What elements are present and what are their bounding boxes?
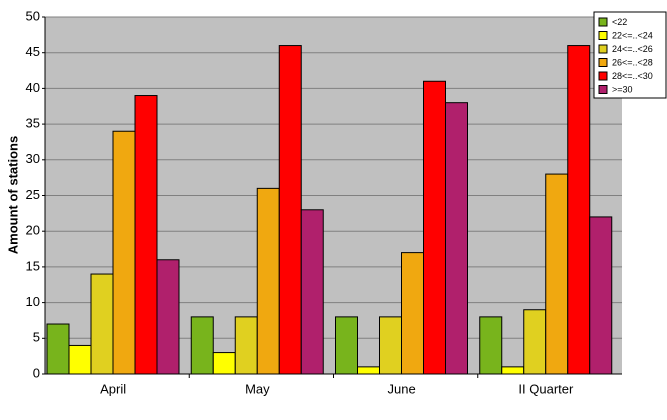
legend-label: 22<=..<24 [612, 30, 653, 40]
legend-label: 26<=..<28 [612, 57, 653, 67]
bar [112, 130, 136, 375]
bar [545, 173, 569, 375]
bar [379, 316, 402, 375]
legend-swatch [598, 17, 608, 27]
bar [278, 45, 302, 375]
y-tick-label: 10 [26, 294, 40, 309]
bar [46, 323, 70, 375]
legend-label: <22 [612, 17, 627, 27]
bar [523, 309, 547, 375]
bar [68, 344, 92, 375]
x-tick-label: June [388, 381, 416, 396]
legend: <22 22<=..<24 24<=..<26 26<=..<28 28<=..<30 >… [593, 11, 667, 99]
bar [156, 259, 180, 375]
bar [90, 273, 114, 375]
legend-label: >=30 [612, 84, 633, 94]
legend-swatch [598, 44, 608, 54]
y-tick-label: 45 [26, 44, 40, 59]
y-tick-label: 15 [26, 258, 40, 273]
bar [401, 252, 424, 375]
y-tick-label: 0 [33, 365, 40, 380]
y-tick-label: 35 [26, 116, 40, 131]
y-tick-label: 25 [26, 187, 40, 202]
bar [190, 316, 214, 375]
legend-label: 28<=..<30 [612, 71, 653, 81]
bar [212, 352, 236, 375]
bar [300, 209, 324, 375]
y-tick-label: 30 [26, 151, 40, 166]
x-tick-label: II Quarter [518, 381, 574, 396]
y-tick-label: 5 [33, 330, 40, 345]
legend-swatch [598, 31, 608, 40]
bar [335, 316, 358, 375]
bar [567, 45, 591, 375]
legend-swatch [598, 71, 608, 81]
x-tick-label: April [100, 381, 126, 396]
y-tick-label: 20 [26, 223, 40, 238]
bar [589, 216, 613, 375]
legend-label: 24<=..<26 [612, 44, 653, 54]
bar [479, 316, 503, 375]
y-axis-label: Amount of stations [5, 136, 20, 254]
y-tick-label: 40 [26, 80, 40, 95]
legend-swatch [598, 85, 608, 94]
bar [501, 366, 525, 375]
y-tick-label: 50 [26, 8, 40, 23]
legend-swatch [598, 58, 608, 67]
bar [256, 187, 280, 375]
bar [234, 316, 258, 375]
bar [423, 80, 446, 375]
bar [134, 95, 158, 375]
bar [445, 102, 468, 375]
x-tick-label: May [245, 381, 270, 396]
bar [357, 366, 380, 375]
